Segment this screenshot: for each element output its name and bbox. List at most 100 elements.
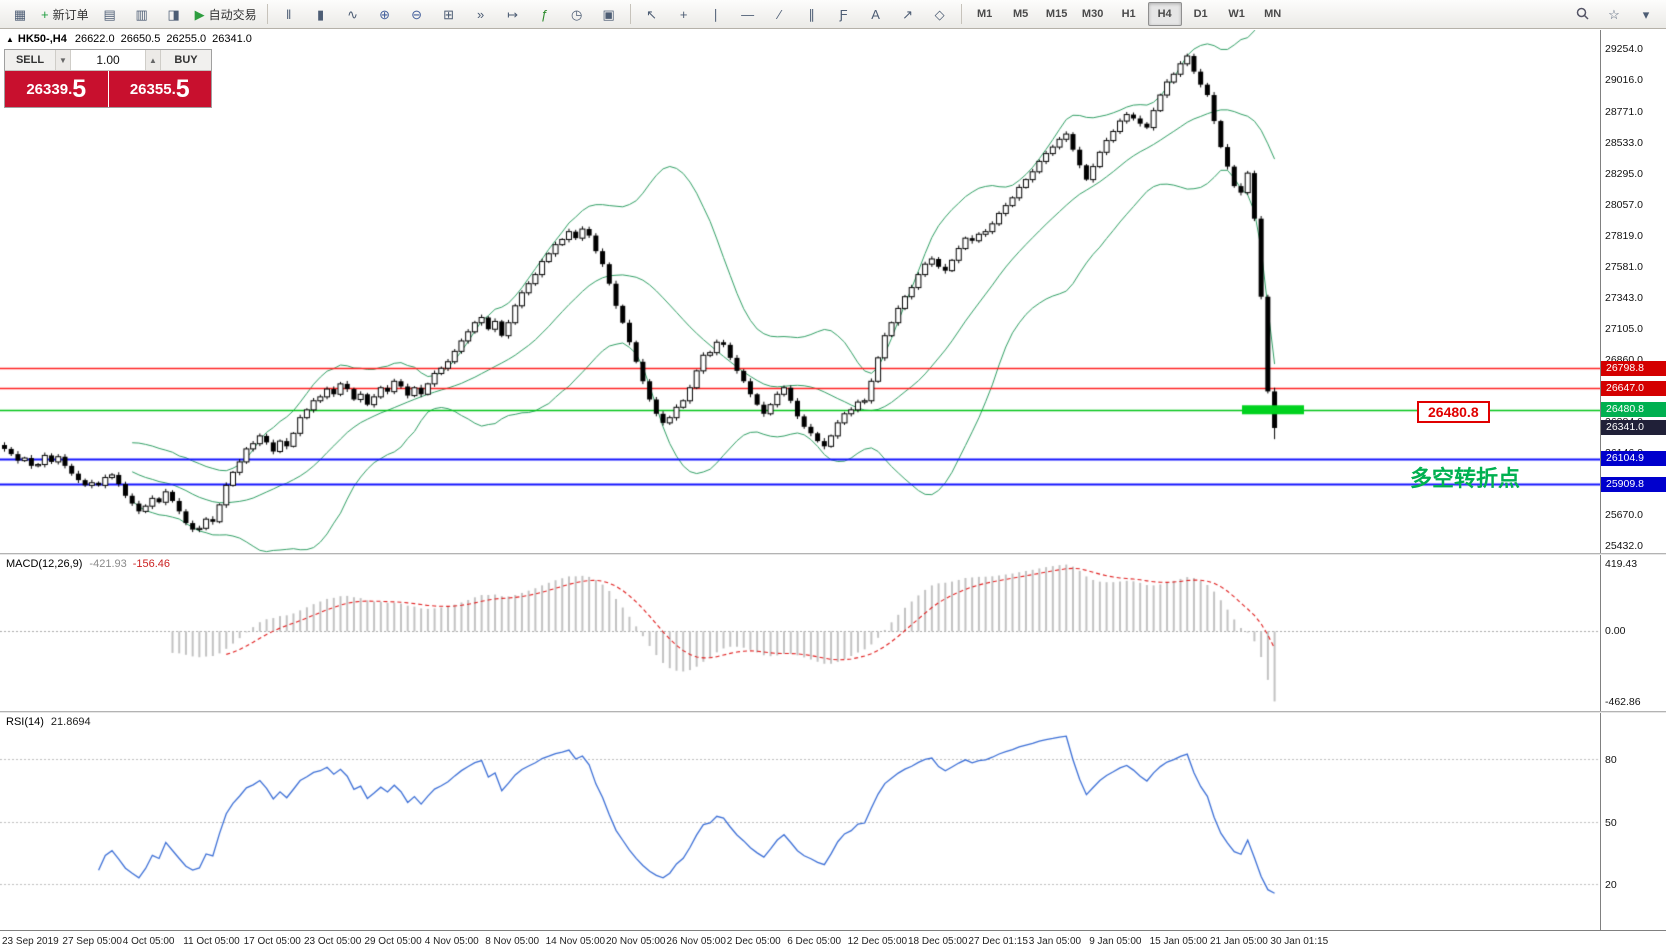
buy-price-base: 26355 bbox=[129, 80, 172, 98]
rsi-level-label: 50 bbox=[1605, 816, 1617, 829]
market-watch-icon: ▥ bbox=[135, 6, 148, 22]
pane-separator[interactable] bbox=[0, 711, 1666, 713]
auto-scroll-button[interactable]: » bbox=[466, 2, 496, 26]
chart-shift-icon: ↦ bbox=[507, 6, 519, 22]
candlestick-chart-button[interactable]: ▮ bbox=[306, 2, 336, 26]
chart-shift-button[interactable]: ↦ bbox=[498, 2, 528, 26]
price-axis-tick: 27105.0 bbox=[1605, 322, 1643, 335]
trendline-icon: ∕ bbox=[778, 6, 781, 22]
sell-button[interactable]: SELL bbox=[5, 50, 55, 70]
macd-axis-max: 419.43 bbox=[1605, 558, 1638, 570]
line-chart-button[interactable]: ∿ bbox=[338, 2, 368, 26]
text-button[interactable]: A bbox=[861, 2, 891, 26]
trendline-button[interactable]: ∕ bbox=[765, 2, 795, 26]
text-icon: A bbox=[871, 6, 880, 22]
periods-button[interactable]: ◷ bbox=[562, 2, 592, 26]
bar-chart-button[interactable]: ǁ bbox=[274, 2, 304, 26]
close-value: 26341.0 bbox=[212, 33, 252, 45]
zoom-out-button[interactable]: ⊖ bbox=[402, 2, 432, 26]
pane-separator[interactable] bbox=[0, 553, 1666, 555]
panel-toggle-button[interactable]: ▾ bbox=[1631, 2, 1661, 26]
price-callout[interactable]: 26480.8 bbox=[1417, 401, 1490, 423]
timeframe-m1-button[interactable]: M1 bbox=[968, 2, 1002, 26]
time-axis-label: 29 Oct 05:00 bbox=[364, 936, 422, 947]
timeframe-m30-button[interactable]: M30 bbox=[1076, 2, 1110, 26]
timeframe-m15-button[interactable]: M15 bbox=[1040, 2, 1074, 26]
price-axis-tick: 27343.0 bbox=[1605, 291, 1643, 304]
zoom-in-button[interactable]: ⊕ bbox=[370, 2, 400, 26]
zoom-in-icon: ⊕ bbox=[379, 6, 391, 22]
price-badge: 26647.0 bbox=[1601, 380, 1666, 396]
cursor-icon: ↖ bbox=[646, 6, 658, 22]
volume-decrease-button[interactable]: ▼ bbox=[55, 50, 71, 70]
rsi-label: RSI(14) bbox=[6, 716, 44, 728]
vertical-line-icon: ∣ bbox=[712, 6, 719, 22]
autotrading-label: 自动交易 bbox=[208, 7, 257, 22]
price-badge: 26480.8 bbox=[1601, 402, 1666, 418]
macd-axis-min: -462.86 bbox=[1605, 696, 1641, 708]
search-button[interactable] bbox=[1567, 2, 1597, 26]
time-axis-border bbox=[0, 930, 1666, 931]
collapse-icon[interactable]: ▲ bbox=[6, 35, 14, 44]
timeframe-m5-label: M5 bbox=[1012, 8, 1029, 20]
cursor-button[interactable]: ↖ bbox=[637, 2, 667, 26]
horizontal-line-button[interactable]: ― bbox=[733, 2, 763, 26]
arrows-icon: ↗ bbox=[902, 6, 914, 22]
volume-input[interactable]: 1.00 bbox=[71, 50, 145, 70]
macd-signal-value: -156.46 bbox=[132, 558, 171, 570]
arrows-button[interactable]: ↗ bbox=[893, 2, 923, 26]
templates-button[interactable]: ▣ bbox=[594, 2, 624, 26]
channel-button[interactable]: ∥ bbox=[797, 2, 827, 26]
time-axis-label: 11 Oct 05:00 bbox=[183, 936, 240, 947]
main-chart-canvas[interactable] bbox=[0, 30, 1600, 553]
timeframe-m30-label: M30 bbox=[1081, 8, 1104, 20]
terminal-icon: ▦ bbox=[13, 6, 27, 22]
autotrading-button[interactable]: ▶ 自动交易 bbox=[191, 2, 261, 26]
shapes-button[interactable]: ◇ bbox=[925, 2, 955, 26]
timeframe-d1-button[interactable]: D1 bbox=[1184, 2, 1218, 26]
market-watch-button[interactable]: ▥ bbox=[127, 2, 157, 26]
terminal-button[interactable]: ▦ bbox=[5, 2, 35, 26]
rsi-header: RSI(14) 21.8694 bbox=[6, 716, 91, 728]
macd-indicator-canvas[interactable] bbox=[0, 555, 1600, 711]
toolbar-separator bbox=[629, 4, 631, 24]
timeframe-mn-button[interactable]: MN bbox=[1256, 2, 1290, 26]
one-click-trading-panel: SELL ▼ 1.00 ▲ BUY 26339. 5 26355. 5 bbox=[4, 49, 212, 108]
time-axis-label: 6 Dec 05:00 bbox=[787, 936, 842, 947]
timeframe-m15-label: M15 bbox=[1045, 8, 1068, 20]
price-axis-border bbox=[1600, 30, 1601, 931]
price-badge: 26798.8 bbox=[1601, 360, 1666, 376]
favorites-icon: ☆ bbox=[1608, 6, 1620, 22]
time-axis-label: 12 Dec 05:00 bbox=[847, 936, 908, 947]
fibonacci-button[interactable]: Ƒ bbox=[829, 2, 859, 26]
panel-toggle-icon: ▾ bbox=[1642, 6, 1650, 22]
timeframe-h1-button[interactable]: H1 bbox=[1112, 2, 1146, 26]
chart-profiles-button[interactable]: ▤ bbox=[95, 2, 125, 26]
rsi-value: 21.8694 bbox=[50, 716, 91, 728]
price-axis-tick: 28771.0 bbox=[1605, 105, 1643, 118]
navigator-button[interactable]: ◨ bbox=[159, 2, 189, 26]
autotrading-icon: ▶ bbox=[194, 6, 205, 22]
tile-windows-button[interactable]: ⊞ bbox=[434, 2, 464, 26]
macd-label: MACD(12,26,9) bbox=[6, 558, 83, 570]
indicators-button[interactable]: ƒ bbox=[530, 2, 560, 26]
price-badge: 25909.8 bbox=[1601, 476, 1666, 492]
buy-button[interactable]: BUY bbox=[161, 50, 211, 70]
sell-price-button[interactable]: 26339. 5 bbox=[5, 71, 108, 107]
time-axis-label: 18 Dec 05:00 bbox=[908, 936, 968, 947]
crosshair-button[interactable]: + bbox=[669, 2, 699, 26]
bar-chart-icon: ǁ bbox=[285, 6, 292, 22]
price-axis-tick: 27581.0 bbox=[1605, 260, 1643, 273]
toolbar-separator bbox=[266, 4, 268, 24]
new-order-button[interactable]: + 新订单 bbox=[37, 2, 93, 26]
favorites-button[interactable]: ☆ bbox=[1599, 2, 1629, 26]
sell-price-dot: . bbox=[68, 80, 73, 98]
vertical-line-button[interactable]: ∣ bbox=[701, 2, 731, 26]
buy-price-button[interactable]: 26355. 5 bbox=[108, 71, 211, 107]
timeframe-h4-button[interactable]: H4 bbox=[1147, 2, 1182, 26]
rsi-indicator-canvas[interactable] bbox=[0, 713, 1600, 930]
volume-increase-button[interactable]: ▲ bbox=[145, 50, 161, 70]
timeframe-w1-button[interactable]: W1 bbox=[1220, 2, 1254, 26]
timeframe-m5-button[interactable]: M5 bbox=[1004, 2, 1038, 26]
price-axis-tick: 28295.0 bbox=[1605, 167, 1643, 180]
